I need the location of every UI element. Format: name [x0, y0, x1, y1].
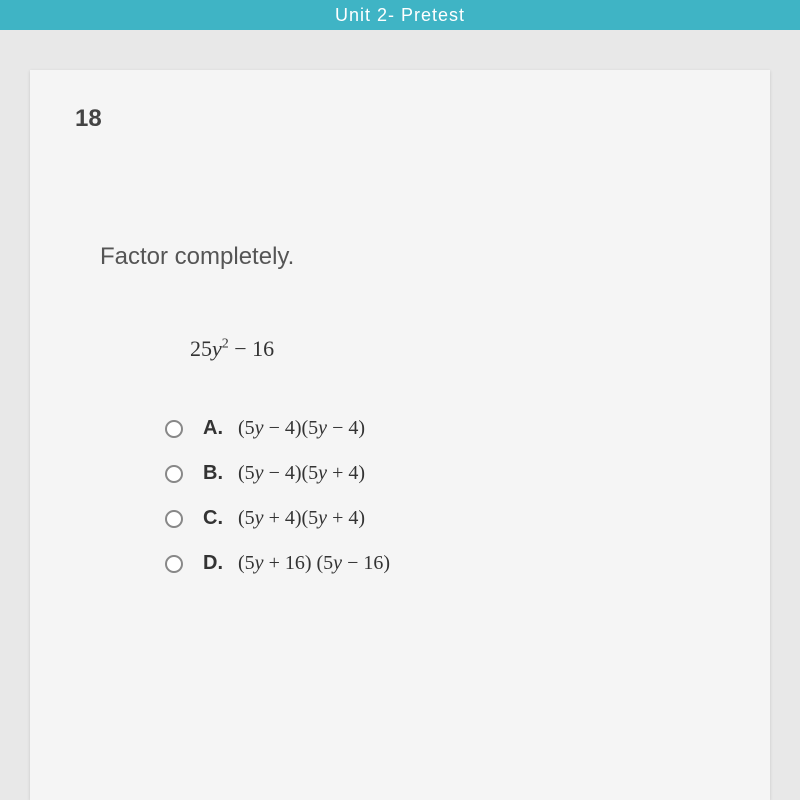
question-expression: 25y2 − 16: [30, 271, 770, 362]
variable-y: y: [318, 507, 327, 529]
variable-y: y: [318, 462, 327, 484]
option-letter: A.: [203, 417, 238, 440]
radio-button[interactable]: [165, 555, 183, 573]
option-letter: D.: [203, 552, 238, 575]
variable-y: y: [255, 462, 264, 484]
option-text-part: − 16): [342, 552, 390, 574]
variable-y: y: [255, 507, 264, 529]
option-row[interactable]: B.(5y − 4)(5y + 4): [165, 462, 770, 485]
option-text: (5y − 4)(5y + 4): [238, 462, 365, 485]
variable-y: y: [255, 552, 264, 574]
option-text: (5y + 16) (5y − 16): [238, 552, 390, 575]
option-letter: C.: [203, 507, 238, 530]
option-text-part: + 4)(5: [264, 507, 319, 529]
option-row[interactable]: D.(5y + 16) (5y − 16): [165, 552, 770, 575]
option-row[interactable]: C.(5y + 4)(5y + 4): [165, 507, 770, 530]
question-number: 18: [30, 70, 770, 133]
option-text-part: (5: [238, 417, 255, 439]
question-prompt: Factor completely.: [30, 133, 770, 271]
option-letter: B.: [203, 462, 238, 485]
option-text-part: + 16) (5: [264, 552, 334, 574]
radio-button[interactable]: [165, 420, 183, 438]
radio-button[interactable]: [165, 465, 183, 483]
variable-y: y: [318, 417, 327, 439]
expr-rest: − 16: [229, 336, 274, 361]
option-text-part: + 4): [327, 462, 365, 484]
option-text: (5y − 4)(5y − 4): [238, 417, 365, 440]
radio-button[interactable]: [165, 510, 183, 528]
option-text-part: − 4): [327, 417, 365, 439]
question-card: 18 Factor completely. 25y2 − 16 A.(5y − …: [30, 70, 770, 800]
header-bar: Unit 2- Pretest: [0, 0, 800, 30]
header-title: Unit 2- Pretest: [335, 5, 465, 26]
option-text-part: (5: [238, 507, 255, 529]
option-text-part: (5: [238, 462, 255, 484]
options-list: A.(5y − 4)(5y − 4)B.(5y − 4)(5y + 4)C.(5…: [30, 362, 770, 575]
option-row[interactable]: A.(5y − 4)(5y − 4): [165, 417, 770, 440]
option-text: (5y + 4)(5y + 4): [238, 507, 365, 530]
expr-var: y: [212, 336, 222, 361]
option-text-part: (5: [238, 552, 255, 574]
option-text-part: + 4): [327, 507, 365, 529]
variable-y: y: [255, 417, 264, 439]
expr-exp: 2: [222, 337, 229, 352]
variable-y: y: [333, 552, 342, 574]
option-text-part: − 4)(5: [264, 417, 319, 439]
expr-coef: 25: [190, 336, 212, 361]
option-text-part: − 4)(5: [264, 462, 319, 484]
